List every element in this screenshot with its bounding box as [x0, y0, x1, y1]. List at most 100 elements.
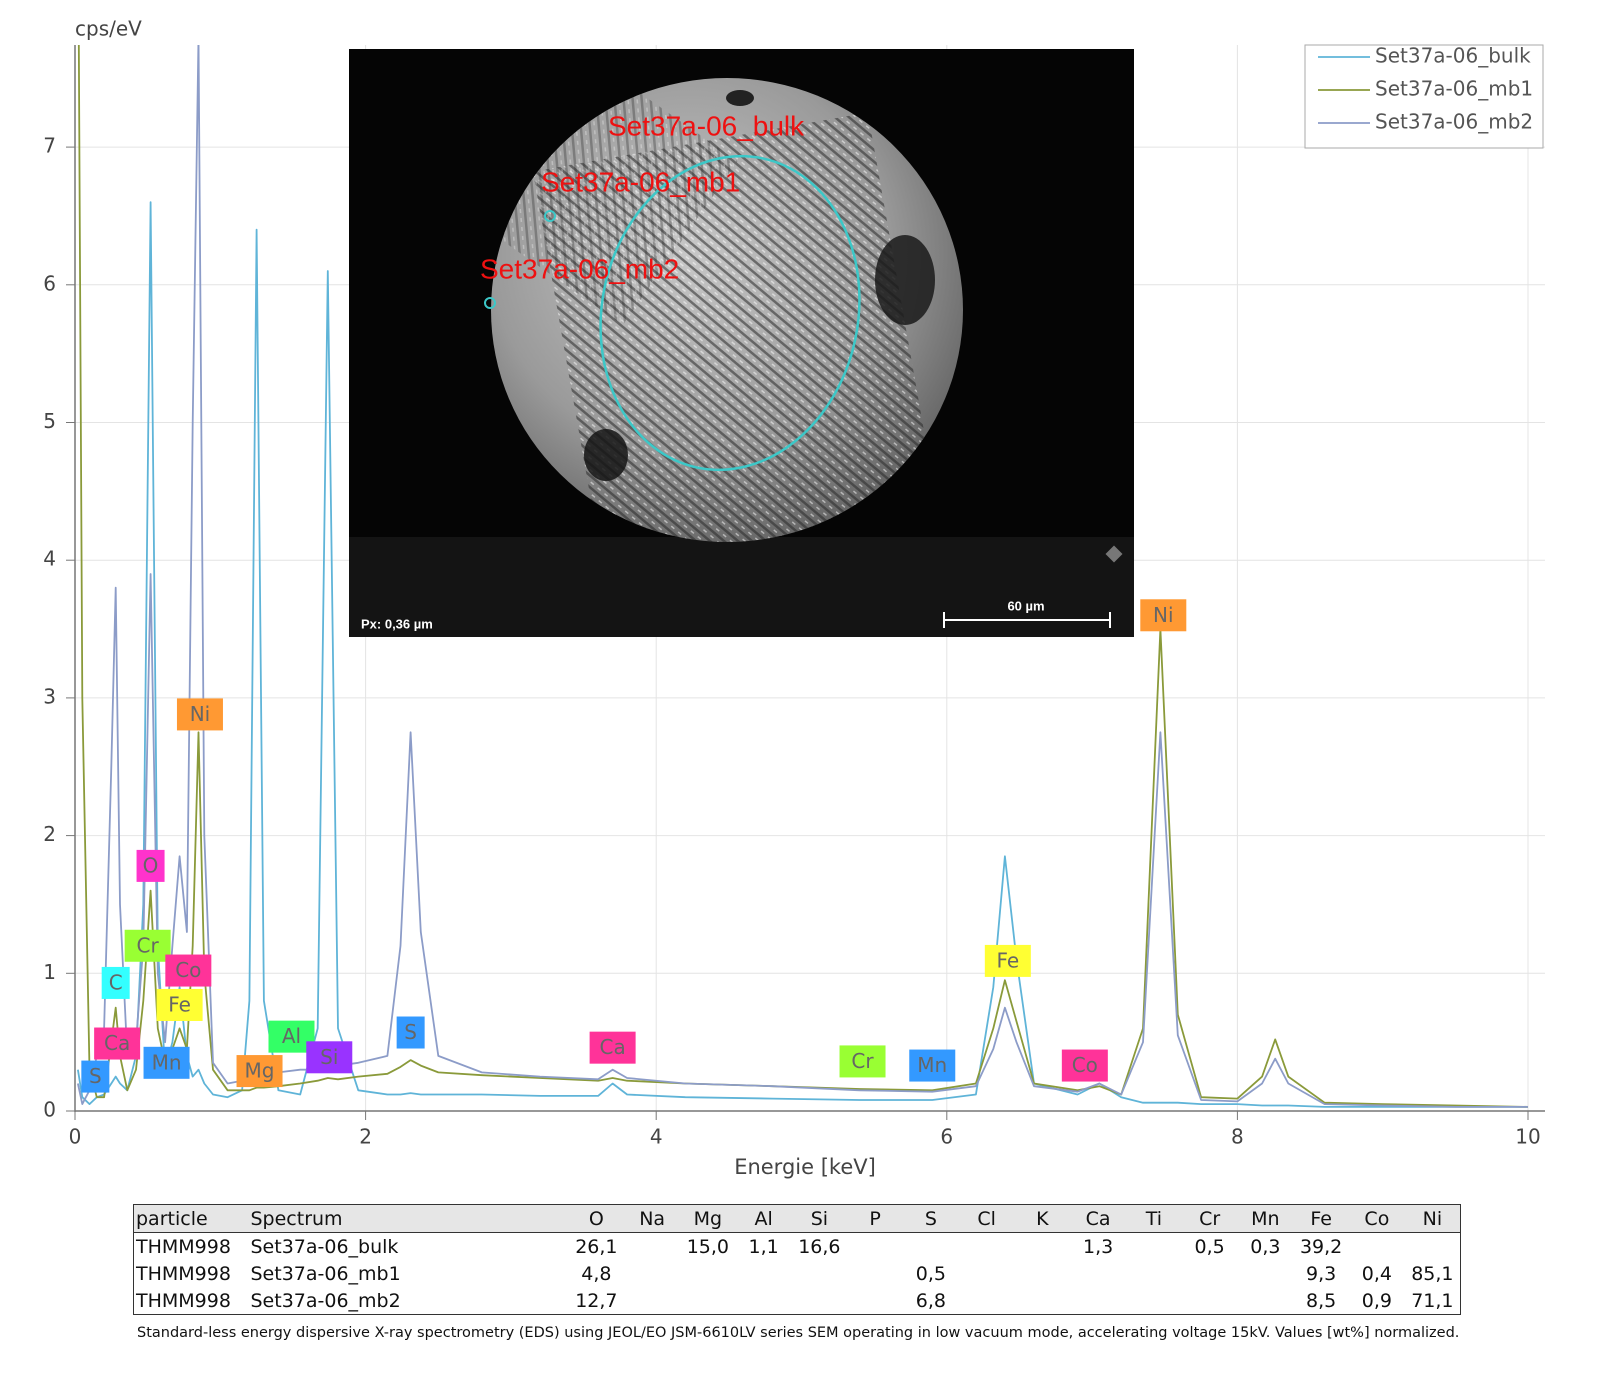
table-cell	[792, 1287, 848, 1315]
element-label: Fe	[168, 992, 191, 1016]
table-cell: 4,8	[581, 1262, 612, 1285]
table-container: particle Spectrum O Na Mg Al Si P S Cl K Ca Ti Cr Mn Fe…	[133, 1204, 1461, 1315]
table-cell	[736, 1260, 792, 1287]
table-cell: 39,2	[1299, 1235, 1343, 1258]
table-cell: 0,3	[1250, 1235, 1281, 1258]
element-label: Fe	[996, 948, 1019, 972]
table-cell: 8,5	[1306, 1289, 1337, 1312]
element-label: Cr	[137, 933, 160, 957]
table-cell: THMM998	[136, 1289, 231, 1312]
column-header: S	[903, 1204, 959, 1233]
element-label: Mg	[245, 1059, 275, 1083]
column-header: Co	[1349, 1204, 1405, 1233]
table-cell	[1238, 1287, 1294, 1315]
column-header: Ni	[1404, 1204, 1461, 1233]
element-label: Co	[1072, 1053, 1098, 1077]
table-cell: 6,8	[915, 1289, 946, 1312]
column-header: Ti	[1126, 1204, 1182, 1233]
y-tick-label: 6	[43, 271, 56, 295]
element-label-box	[1140, 599, 1187, 632]
element-label: S	[404, 1020, 417, 1044]
element-label-box	[124, 929, 171, 962]
element-label-box	[1061, 1049, 1108, 1082]
legend-label: Set37a-06_mb1	[1375, 77, 1533, 101]
table-cell	[1182, 1260, 1238, 1287]
scale-bar	[943, 612, 1111, 628]
composition-table: particle Spectrum O Na Mg Al Si P S Cl K Ca Ti Cr Mn Fe…	[133, 1204, 1461, 1315]
legend-label: Set37a-06_bulk	[1375, 44, 1531, 68]
table-cell: Set37a-06_bulk	[250, 1235, 399, 1258]
column-header: Spectrum	[248, 1204, 569, 1233]
x-tick-label: 6	[940, 1125, 953, 1149]
column-header: Mn	[1237, 1204, 1294, 1233]
element-label: S	[89, 1064, 102, 1088]
y-tick-label: 3	[43, 684, 56, 708]
x-tick-label: 8	[1231, 1125, 1244, 1149]
table-cell	[1070, 1287, 1126, 1315]
table-cell	[1070, 1260, 1126, 1287]
y-tick-label: 2	[43, 822, 56, 846]
element-label: Al	[282, 1024, 301, 1048]
table-cell	[1126, 1233, 1182, 1261]
table-cell	[847, 1287, 903, 1315]
y-tick-label: 5	[43, 409, 56, 433]
table-cell	[1126, 1260, 1182, 1287]
table-cell: 0,5	[915, 1262, 946, 1285]
column-header: Fe	[1293, 1204, 1349, 1233]
table-cell: 15,0	[686, 1235, 730, 1258]
column-header: Si	[791, 1204, 848, 1233]
table-cell	[792, 1260, 848, 1287]
table-cell	[1126, 1287, 1182, 1315]
table-cell: 16,6	[798, 1235, 841, 1258]
table-cell	[1349, 1233, 1405, 1261]
element-label: Co	[175, 958, 201, 982]
element-label: Ca	[599, 1035, 625, 1059]
table-cell	[1015, 1233, 1071, 1261]
element-label-box	[165, 954, 212, 987]
column-header: Cl	[958, 1204, 1015, 1233]
table-cell: 12,7	[575, 1289, 618, 1312]
y-tick-label: 1	[43, 960, 56, 984]
table-cell	[680, 1260, 736, 1287]
element-label-box	[236, 1055, 283, 1088]
table-cell	[959, 1233, 1015, 1261]
table-cell	[1015, 1260, 1071, 1287]
table-cell: 85,1	[1411, 1262, 1454, 1285]
table-cell	[736, 1287, 792, 1315]
y-axis-label: cps/eV	[75, 17, 142, 41]
table-cell: Set37a-06_mb1	[250, 1262, 401, 1285]
element-label-box	[156, 988, 203, 1021]
table-cell	[1405, 1233, 1461, 1261]
x-tick-label: 0	[69, 1125, 82, 1149]
table-cell: 0,9	[1361, 1289, 1392, 1312]
bulk-region	[599, 154, 861, 472]
spectrum-line	[77, 45, 1528, 1108]
column-header: Mg	[680, 1204, 736, 1233]
element-label: Mn	[917, 1053, 947, 1077]
x-tick-label: 2	[359, 1125, 372, 1149]
legend	[1304, 44, 1544, 149]
table-cell	[847, 1233, 903, 1261]
element-label: Ni	[190, 702, 211, 726]
pixel-size: Px: 0,36 µm	[361, 616, 433, 631]
table-cell	[680, 1287, 736, 1315]
table-row: THMM998 Set37a-06_mb2 12,7 6,8 8,5 0,9 71,1	[134, 1287, 1461, 1315]
scale-bar-label: 60 µm	[1007, 598, 1044, 613]
table-cell: 9,3	[1306, 1262, 1337, 1285]
table-cell	[624, 1260, 680, 1287]
element-label-box	[94, 1027, 141, 1060]
element-label: Mn	[152, 1050, 182, 1074]
table-cell	[959, 1287, 1015, 1315]
plot-area	[77, 45, 1529, 1108]
x-tick-label: 4	[650, 1125, 663, 1149]
element-label-box	[101, 966, 130, 999]
column-header: Ca	[1070, 1204, 1126, 1233]
inset-label: Set37a-06_mb2	[480, 253, 679, 284]
element-label-box	[81, 1060, 110, 1093]
element-label-box	[909, 1049, 956, 1082]
mb2-point	[484, 297, 496, 309]
column-header: K	[1014, 1204, 1071, 1233]
spectrum-line	[77, 45, 1529, 1108]
